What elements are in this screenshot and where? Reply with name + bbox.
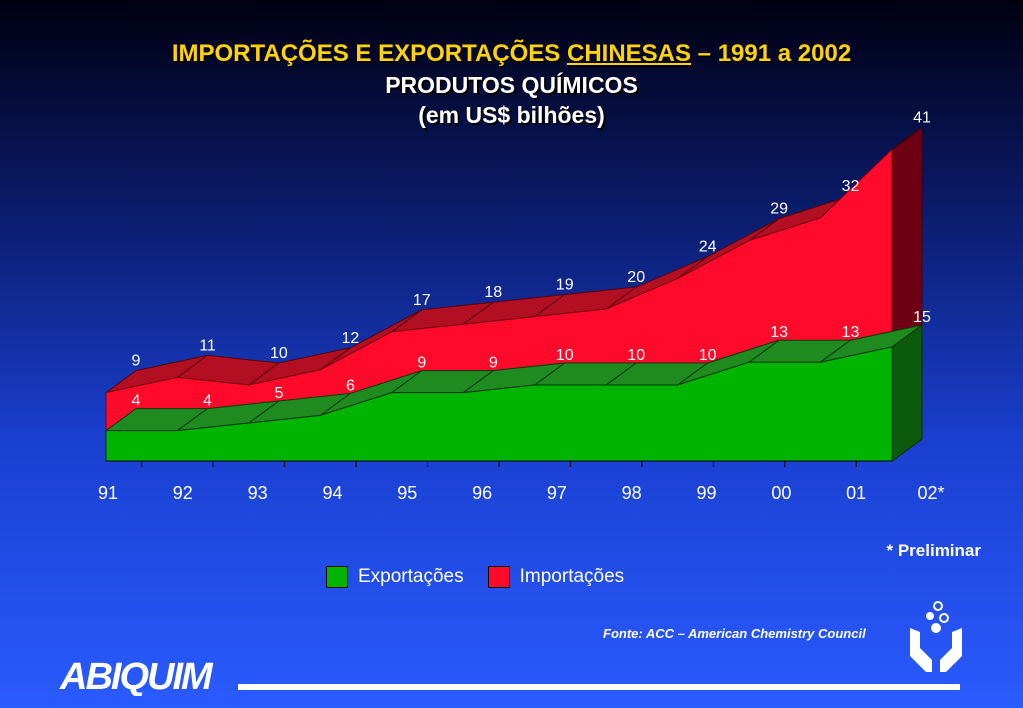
- exports-data-label: 10: [556, 347, 574, 364]
- exports-data-label: 5: [274, 385, 283, 402]
- legend: Exportações Importações: [326, 566, 648, 588]
- chart-title: IMPORTAÇÕES E EXPORTAÇÕES CHINESAS – 199…: [0, 38, 1023, 70]
- exports-data-label: 10: [627, 347, 645, 364]
- exports-data-label: 4: [132, 393, 141, 410]
- x-tick-label: 98: [622, 483, 642, 503]
- logo-wordmark: ABIQUIM: [59, 656, 214, 696]
- imports-data-label: 10: [270, 345, 288, 362]
- legend-swatch-exports: [326, 566, 348, 588]
- exports-data-label: 13: [842, 324, 860, 341]
- exports-data-label: 10: [699, 347, 717, 364]
- exports-data-label: 9: [417, 355, 426, 372]
- title-suffix: – 1991 a 2002: [691, 40, 852, 67]
- exports-data-label: 13: [770, 324, 788, 341]
- title-block: IMPORTAÇÕES E EXPORTAÇÕES CHINESAS – 199…: [0, 38, 1023, 130]
- imports-data-label: 29: [770, 201, 788, 218]
- x-tick-label: 92: [173, 483, 193, 503]
- x-tick-label: 94: [322, 483, 342, 503]
- imports-data-label: 19: [556, 277, 574, 294]
- imports-data-label: 11: [199, 337, 216, 354]
- imports-data-label: 12: [342, 330, 360, 347]
- x-tick-label: 91: [98, 483, 118, 503]
- source-text: Fonte: ACC – American Chemistry Council: [603, 626, 866, 641]
- chart-subtitle: PRODUTOS QUÍMICOS: [385, 72, 638, 98]
- imports-data-label: 9: [132, 353, 141, 370]
- exports-data-label: 15: [913, 309, 931, 326]
- x-tick-label: 93: [248, 483, 268, 503]
- exports-data-label: 9: [489, 355, 498, 372]
- title-prefix: IMPORTAÇÕES E EXPORTAÇÕES: [171, 40, 567, 67]
- exports-data-label: 4: [203, 393, 212, 410]
- imports-data-label: 18: [484, 284, 502, 301]
- title-highlight: CHINESAS: [566, 40, 692, 67]
- x-tick-label: 99: [696, 483, 716, 503]
- legend-label-imports: Importações: [519, 566, 625, 587]
- x-tick-label: 95: [397, 483, 417, 503]
- x-tick-label: 97: [547, 483, 567, 503]
- hands-molecule-icon: [910, 601, 962, 672]
- legend-item-imports: Importações: [487, 566, 625, 588]
- x-tick-label: 96: [472, 483, 492, 503]
- exports-data-label: 6: [346, 377, 355, 394]
- legend-item-exports: Exportações: [326, 566, 464, 588]
- imports-data-label: 20: [627, 269, 645, 286]
- imports-data-label: 17: [413, 292, 431, 309]
- chart-svg: 91 92 93 94 95 96 97 98 99 00 01 02*941141051261791…: [98, 109, 944, 503]
- imports-data-label: 41: [913, 109, 931, 126]
- legend-label-exports: Exportações: [358, 566, 464, 587]
- x-tick-label: 00: [771, 483, 791, 503]
- exports-side-face: [891, 324, 923, 462]
- legend-swatch-imports: [487, 566, 510, 588]
- chart-units: (em US$ bilhões): [418, 102, 605, 128]
- abiquim-logo: ABIQUIM: [59, 656, 960, 696]
- imports-data-label: 32: [842, 178, 860, 195]
- exports-area: [105, 346, 893, 462]
- x-tick-label: 02*: [917, 483, 944, 503]
- logo-underline: [238, 684, 960, 690]
- footnote: * Preliminar: [886, 541, 982, 560]
- x-tick-label: 01: [846, 483, 866, 503]
- imports-data-label: 24: [699, 239, 717, 256]
